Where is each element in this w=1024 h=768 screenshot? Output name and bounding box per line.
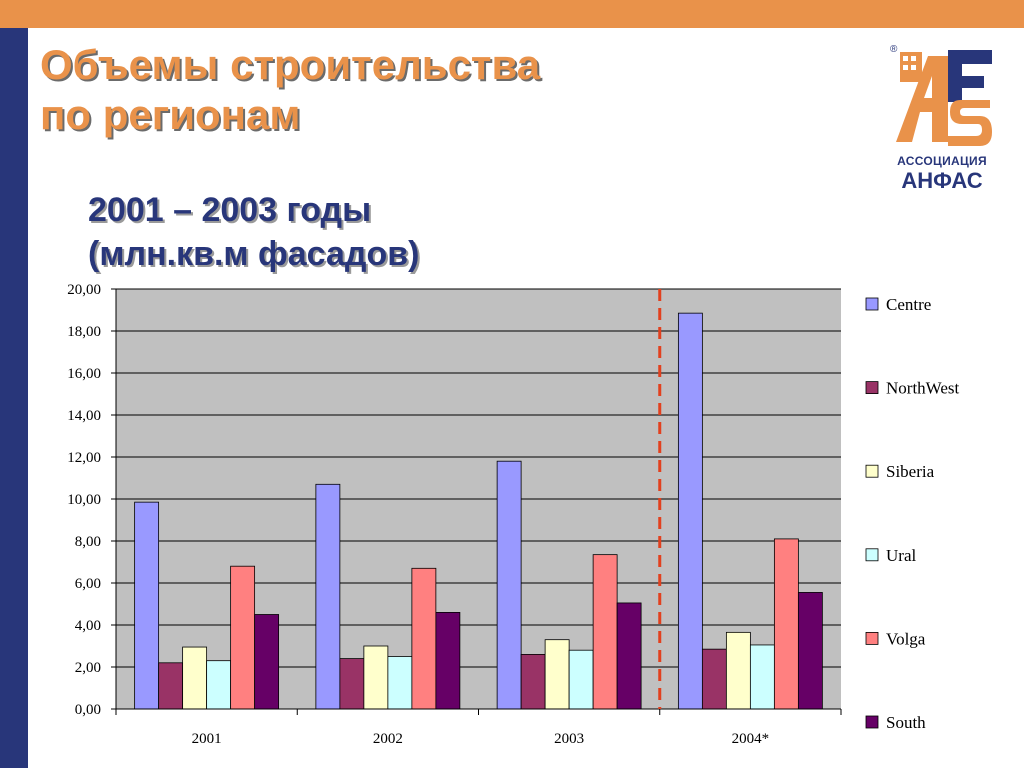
y-tick-label: 16,00 [67, 366, 101, 382]
bar-volga-2003 [592, 554, 618, 710]
legend-label-south: South [886, 713, 926, 732]
bar-northwest-2002 [339, 658, 365, 710]
bar-south-2003 [616, 602, 642, 710]
y-tick-label: 10,00 [67, 492, 101, 508]
logo-brand-name: АНФАС [901, 168, 983, 193]
top-accent-bar [0, 0, 1024, 28]
legend-label-volga: Volga [886, 629, 926, 648]
legend-swatch-siberia [865, 464, 879, 478]
bar-ural-2004 [749, 644, 775, 710]
bar-siberia-2003 [544, 639, 570, 710]
y-tick-label: 0,00 [75, 702, 101, 718]
legend-swatch-south [865, 715, 879, 729]
bar-ural-2003 [568, 649, 594, 710]
bar-south-2001 [254, 614, 280, 710]
y-tick-label: 2,00 [75, 660, 101, 676]
bars [134, 312, 823, 710]
x-tick-label: 2003 [554, 731, 584, 747]
legend-label-ural: Ural [886, 546, 916, 565]
bar-centre-2003 [496, 460, 522, 710]
x-tick-label: 2001 [192, 731, 222, 747]
y-tick-label: 14,00 [67, 408, 101, 424]
legend-swatch-volga [865, 631, 879, 645]
y-tick-label: 20,00 [67, 282, 101, 298]
bar-volga-2001 [230, 565, 256, 710]
logo-association-label: АССОЦИАЦИЯ [897, 154, 987, 168]
x-axis-ticks: 2001 2002 2003 2004* [115, 709, 842, 747]
bar-volga-2002 [411, 567, 437, 710]
y-tick-label: 12,00 [67, 450, 101, 466]
subtitle-line-2: (млн.кв.м фасадов) [88, 235, 420, 273]
bar-centre-2001 [134, 501, 160, 710]
anfas-logo: ® АССОЦИАЦИЯ АНФАС [886, 40, 998, 196]
x-tick-label: 2002 [373, 731, 403, 747]
bar-siberia-2004 [725, 631, 751, 710]
y-tick-label: 6,00 [75, 576, 101, 592]
bar-centre-2004 [677, 312, 703, 710]
bar-centre-2002 [315, 483, 341, 710]
legend-swatch-centre [865, 297, 879, 311]
bar-ural-2002 [387, 656, 413, 710]
bar-northwest-2003 [520, 653, 546, 710]
slide-title-line-2: по регионам [40, 91, 301, 138]
y-tick-label: 4,00 [75, 618, 101, 634]
logo-registered-mark: ® [890, 44, 898, 55]
slide-title-line-1: Объемы строительства [40, 41, 541, 88]
anfas-emblem: ® [890, 44, 992, 146]
bar-chart: 0,00 2,00 4,00 6,00 8,00 10,00 12,00 14,00 16,00… [67, 282, 960, 747]
bar-siberia-2002 [363, 645, 389, 710]
slide-title: Объемы строительства по регионам [40, 40, 540, 140]
legend-swatch-ural [865, 548, 879, 562]
chart-subtitle: 2001 – 2003 годы (млн.кв.м фасадов) [88, 188, 419, 276]
chart-legend: Centre NorthWest Siberia Ural Volga South [865, 295, 960, 732]
legend-label-siberia: Siberia [886, 462, 935, 481]
legend-label-centre: Centre [886, 295, 931, 314]
bar-south-2002 [435, 611, 461, 710]
legend-swatch-northwest [865, 381, 879, 394]
bar-south-2004 [797, 592, 823, 710]
subtitle-line-1: 2001 – 2003 годы [88, 191, 372, 229]
x-tick-label: 2004* [732, 731, 770, 747]
bar-siberia-2001 [182, 646, 208, 710]
left-accent-bar [0, 28, 28, 768]
legend-label-northwest: NorthWest [886, 379, 960, 398]
y-tick-label: 8,00 [75, 534, 101, 550]
bar-volga-2004 [773, 538, 799, 710]
bar-ural-2001 [206, 660, 232, 710]
bar-northwest-2004 [701, 648, 727, 710]
y-tick-label: 18,00 [67, 324, 101, 340]
y-axis-ticks: 0,00 2,00 4,00 6,00 8,00 10,00 12,00 14,00 16,00… [67, 282, 116, 718]
bar-northwest-2001 [158, 662, 184, 710]
